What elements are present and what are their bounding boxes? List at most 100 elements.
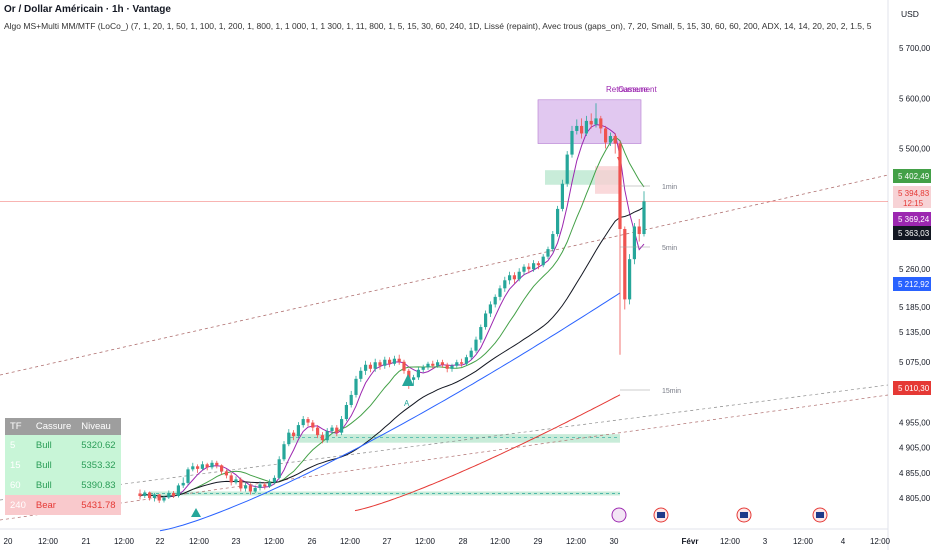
candle-body bbox=[402, 361, 406, 371]
candle-body bbox=[143, 492, 147, 496]
candle-body bbox=[637, 226, 641, 235]
candle-body bbox=[210, 462, 214, 468]
annotation-cassure: Cassure bbox=[618, 85, 648, 94]
ma-slow-line bbox=[139, 206, 645, 498]
candle-body bbox=[359, 370, 363, 379]
candle-body bbox=[594, 118, 598, 125]
candle-body bbox=[215, 462, 219, 466]
candle-body bbox=[373, 362, 377, 369]
x-tick-label: 12:00 bbox=[340, 537, 361, 546]
header-tf: TF bbox=[5, 418, 31, 435]
candle-body bbox=[460, 362, 464, 364]
candle-body bbox=[551, 234, 555, 250]
candle-body bbox=[469, 350, 473, 358]
row-cassure: Bull bbox=[30, 455, 77, 475]
row-tf: 5 bbox=[5, 435, 31, 455]
candle-body bbox=[608, 135, 612, 143]
candle-body bbox=[349, 394, 353, 405]
row-tf: 15 bbox=[5, 455, 31, 475]
candle-body bbox=[536, 263, 540, 266]
candle-body bbox=[244, 485, 248, 489]
candle-body bbox=[364, 364, 368, 371]
candle-body bbox=[205, 464, 209, 468]
candle-body bbox=[474, 339, 478, 351]
candle-body bbox=[234, 479, 238, 483]
x-tick-label: 29 bbox=[534, 537, 543, 546]
x-tick-label: 12:00 bbox=[114, 537, 135, 546]
candle-body bbox=[191, 466, 195, 470]
candle-body bbox=[311, 422, 315, 428]
sell-signal-triangle bbox=[617, 157, 621, 162]
x-tick-label: Févr bbox=[682, 537, 699, 546]
candle-body bbox=[172, 492, 176, 496]
y-tick-label: 5 260,00 bbox=[899, 265, 931, 274]
candle-body bbox=[613, 135, 617, 144]
candle-body bbox=[479, 327, 483, 340]
table-row: 5 Bull 5320.62 bbox=[5, 435, 121, 455]
candle-body bbox=[450, 365, 454, 369]
candle-body bbox=[383, 359, 387, 366]
candle-body bbox=[167, 492, 171, 498]
candle-body bbox=[628, 259, 632, 300]
candle-body bbox=[455, 362, 459, 366]
candle-body bbox=[229, 475, 233, 483]
candle-body bbox=[412, 377, 416, 380]
candle-body bbox=[306, 419, 310, 423]
news-event-icon bbox=[611, 507, 627, 523]
x-tick-label: 12:00 bbox=[793, 537, 814, 546]
y-tick-label: 4 955,00 bbox=[899, 419, 931, 428]
candle-body bbox=[589, 120, 593, 125]
y-tick-label: 4 905,00 bbox=[899, 444, 931, 453]
candle-body bbox=[580, 125, 584, 134]
x-tick-label: 12:00 bbox=[490, 537, 511, 546]
candle-body bbox=[431, 363, 435, 366]
candle-body bbox=[642, 201, 646, 235]
x-tick-label: 30 bbox=[610, 537, 619, 546]
price-label-text: 5 212,92 bbox=[898, 280, 930, 289]
header-cassure: Cassure bbox=[30, 418, 77, 435]
x-tick-label: 21 bbox=[82, 537, 91, 546]
candle-body bbox=[560, 183, 564, 209]
x-tick-label: 20 bbox=[4, 537, 13, 546]
candle-body bbox=[397, 358, 401, 362]
candle-body bbox=[301, 419, 305, 426]
candle-body bbox=[445, 364, 449, 369]
candle-body bbox=[503, 280, 507, 289]
trendline bbox=[0, 394, 889, 521]
signal-label-a: A bbox=[404, 399, 410, 408]
candle-body bbox=[488, 304, 492, 314]
candle-body bbox=[287, 432, 291, 445]
row-tf: 240 bbox=[5, 495, 31, 515]
candle-body bbox=[484, 313, 488, 328]
row-niveau: 5320.62 bbox=[76, 435, 121, 455]
row-tf: 60 bbox=[5, 475, 31, 495]
candle-body bbox=[354, 378, 358, 395]
price-label-text: 5 363,03 bbox=[898, 229, 930, 238]
price-label-box bbox=[893, 226, 931, 240]
x-tick-label: 3 bbox=[763, 537, 768, 546]
candle-body bbox=[186, 469, 190, 483]
candle-body bbox=[416, 369, 420, 378]
x-tick-label: 23 bbox=[232, 537, 241, 546]
table-row: 240 Bear 5431.78 bbox=[5, 495, 121, 515]
candle-body bbox=[344, 404, 348, 420]
candle-body bbox=[508, 275, 512, 281]
candle-body bbox=[464, 357, 468, 364]
supply-zone bbox=[595, 166, 620, 194]
row-cassure: Bull bbox=[30, 435, 77, 455]
candle-body bbox=[258, 484, 262, 488]
candle-body bbox=[392, 358, 396, 364]
currency-label[interactable]: USD bbox=[901, 9, 919, 19]
candle-body bbox=[532, 263, 536, 270]
chart-title: Or / Dollar Américain · 1h · Vantage bbox=[4, 4, 171, 15]
indicator-parameters[interactable]: Algo MS+Multi MM/MTF (LoCo_) (7, 1, 20, … bbox=[4, 21, 872, 31]
candle-body bbox=[546, 249, 550, 257]
x-tick-label: 22 bbox=[156, 537, 165, 546]
ma-red-line bbox=[354, 394, 621, 512]
price-label-countdown: 12:15 bbox=[903, 199, 924, 208]
trendline bbox=[0, 384, 889, 501]
candle-body bbox=[512, 275, 516, 280]
candle-body bbox=[604, 128, 608, 143]
